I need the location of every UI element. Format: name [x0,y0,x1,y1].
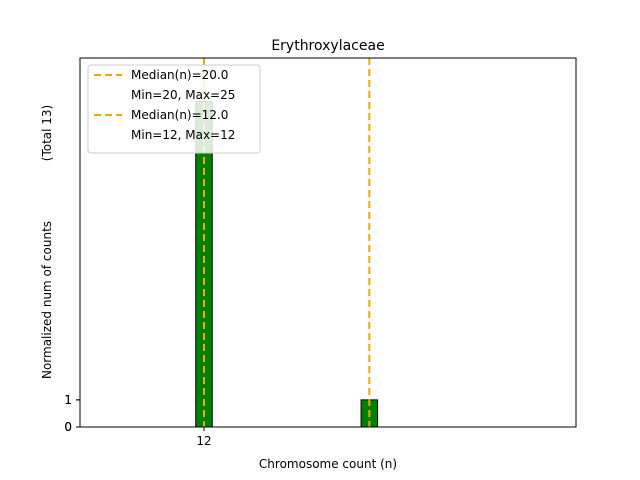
legend-label-3: Min=12, Max=12 [131,128,235,142]
y-tick-label-0: 0 [64,420,72,434]
legend-box [87,64,261,154]
legend-label-0: Median(n)=20.0 [131,68,228,82]
y-axis-total-note: (Total 13) [40,105,54,161]
chart-title: Erythroxylaceae [271,38,384,54]
y-tick-label-2: 1 [64,393,72,407]
x-tick-label-0: 12 [196,434,211,448]
legend: Median(n)=20.0 Min=20, Max=25 Median(n)=12… [87,64,261,154]
x-ticks: 12 [196,427,212,448]
legend-label-2: Median(n)=12.0 [131,108,228,122]
y-axis-label: Normalized num of counts [40,221,54,379]
x-axis-label: Chromosome count (n) [259,457,397,471]
plot-frame [79,57,577,428]
legend-label-1: Min=20, Max=25 [131,88,235,102]
y-tick-label-1: 0 [64,420,72,434]
legend-entries: Median(n)=20.0 Min=20, Max=25 Median(n)=12… [94,68,235,142]
y-tick-label-3: 1 [64,393,72,407]
